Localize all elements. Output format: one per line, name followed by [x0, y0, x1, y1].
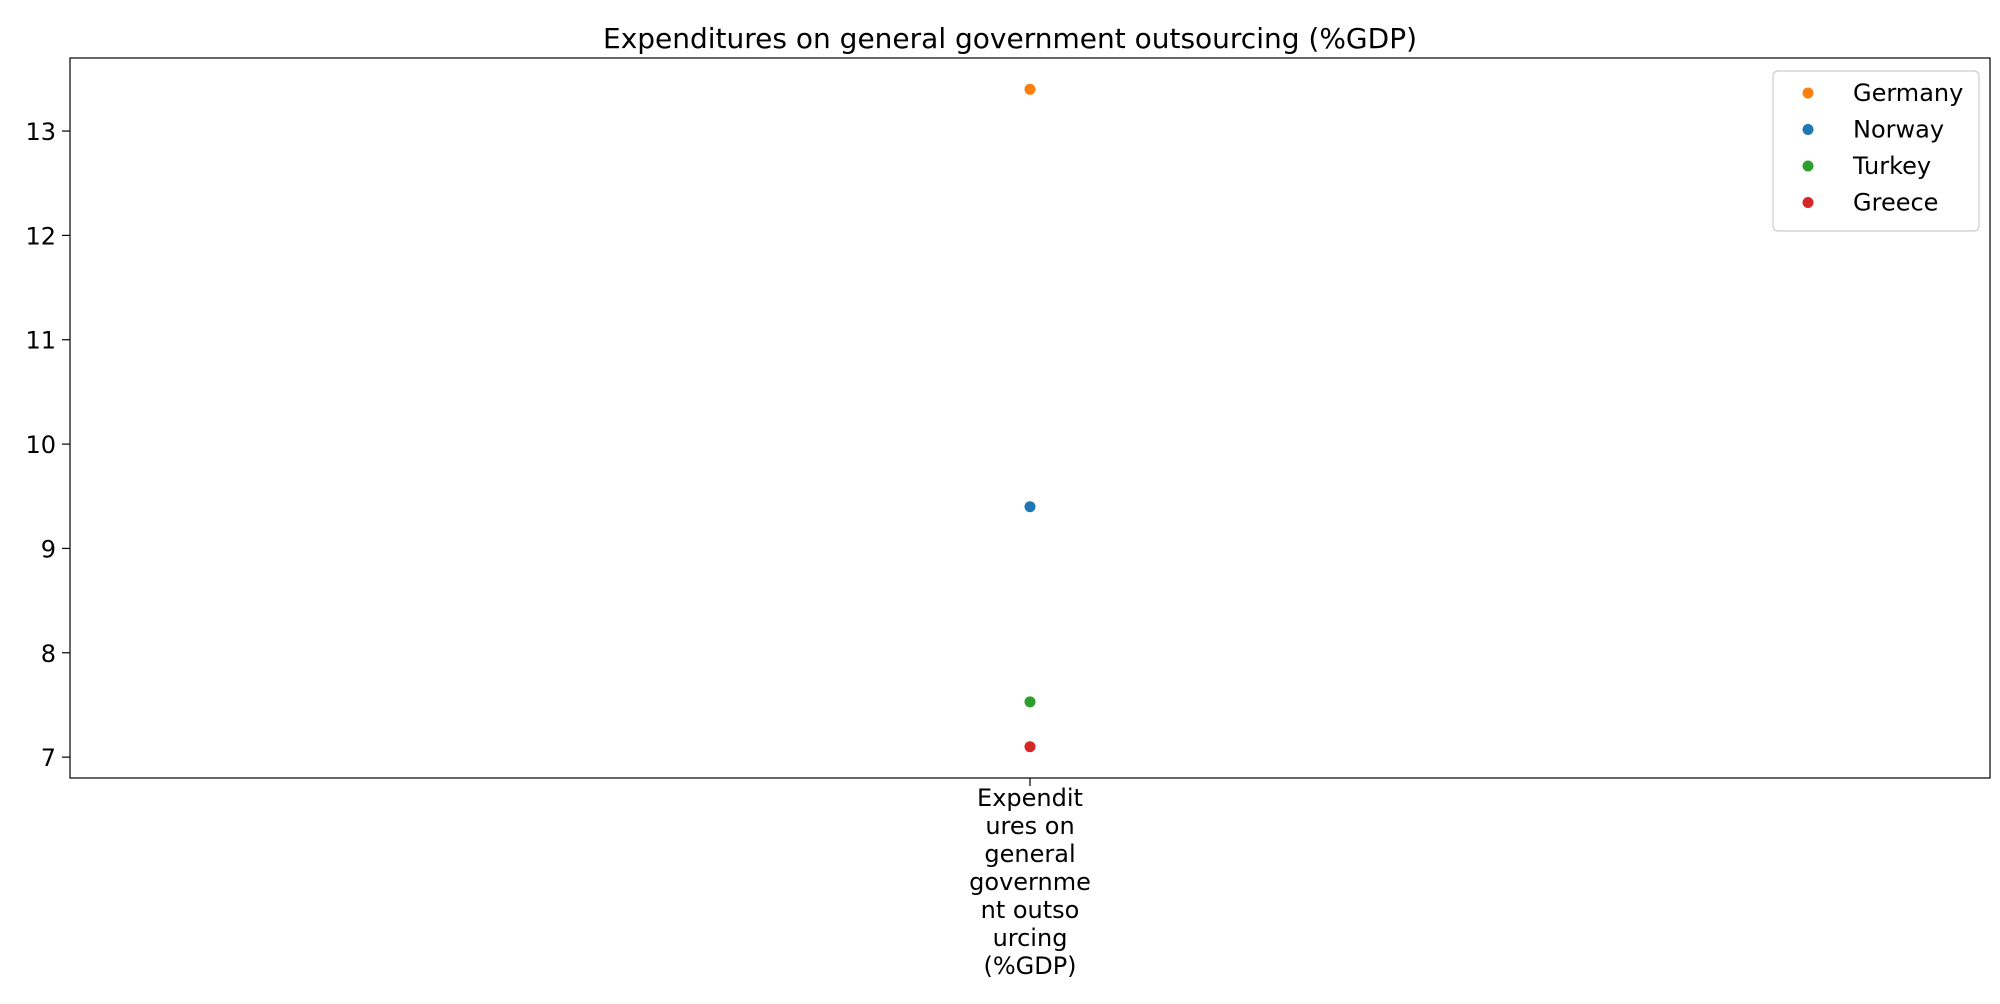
x-axis: Expendit ures on general governme nt outso ur… [969, 778, 1091, 980]
x-tick-label: Expendit ures on general governme nt outso ur… [969, 784, 1091, 980]
chart-title: Expenditures on general government outso… [603, 22, 1417, 55]
y-tick-label: 11 [25, 327, 56, 355]
legend-label-turkey: Turkey [1852, 152, 1931, 180]
legend-label-norway: Norway [1853, 116, 1944, 144]
legend-label-greece: Greece [1853, 189, 1938, 217]
data-point-greece [1024, 741, 1036, 753]
legend-marker-turkey [1802, 160, 1814, 172]
y-tick-label: 10 [25, 431, 56, 459]
y-tick-label: 13 [25, 118, 56, 146]
legend-marker-norway [1802, 124, 1814, 135]
legend-label-germany: Germany [1853, 79, 1963, 107]
data-point-germany [1024, 83, 1036, 95]
data-point-turkey [1024, 696, 1036, 708]
y-tick-label: 7 [41, 744, 56, 772]
data-points [1024, 83, 1036, 753]
y-tick-label: 9 [41, 535, 56, 563]
plot-area-frame [69, 57, 1991, 779]
legend-marker-greece [1802, 197, 1814, 208]
legend: Germany Norway Turkey Greece [1772, 70, 1980, 232]
data-point-norway [1024, 501, 1036, 513]
y-tick-label: 8 [41, 640, 56, 668]
legend-marker-germany [1802, 87, 1814, 99]
y-tick-label: 12 [25, 222, 56, 250]
y-axis: 7 8 9 10 11 12 13 [25, 118, 70, 772]
legend-box [1772, 70, 1980, 232]
